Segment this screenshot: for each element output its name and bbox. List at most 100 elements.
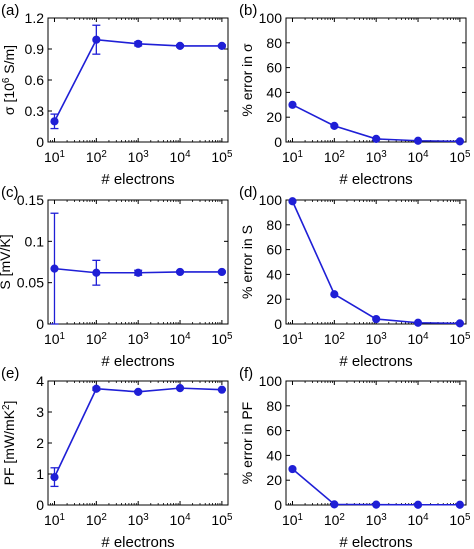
y-axis-label: S [mV/K]	[0, 234, 13, 289]
panel-d: 0 20 40 60 80 100 101 102 103 104 105 # electrons % …	[239, 184, 471, 370]
data-point	[175, 384, 185, 393]
data-point	[50, 473, 59, 482]
y-tick-label: 0.9	[25, 41, 45, 57]
y-tick-label: 0	[274, 134, 282, 150]
y-tick-label: 0	[36, 497, 44, 513]
data-point	[217, 385, 226, 394]
data-point	[92, 268, 101, 277]
series-line	[53, 38, 222, 122]
x-tick-label: 102	[86, 331, 107, 348]
y-tick-label: 0.05	[17, 275, 44, 291]
y-tick-label: 2	[36, 435, 44, 451]
x-tick-label: 103	[366, 149, 388, 166]
y-axis-label: % error in PF	[239, 402, 255, 484]
data-point	[413, 136, 423, 145]
data-point	[330, 290, 339, 299]
x-axis-label: # electrons	[101, 534, 174, 549]
series-line	[291, 468, 460, 506]
data-point	[134, 268, 143, 277]
y-tick-label: 1.2	[25, 10, 45, 26]
x-tick-label: 104	[170, 331, 192, 348]
x-tick-label: 104	[170, 149, 192, 166]
y-tick-label: 20	[266, 291, 282, 307]
x-tick-label: 105	[211, 512, 233, 529]
y-tick-label: 100	[259, 10, 283, 26]
x-tick-label: 101	[44, 512, 65, 529]
y-tick-label: 80	[266, 35, 282, 51]
panel-e: 0 1 2 3 4 101 102 103 104 105 # electrons PF [mW/mK…	[1, 365, 233, 549]
x-tick-label: 105	[211, 149, 233, 166]
data-point	[288, 100, 297, 109]
x-tick-label: 104	[170, 512, 192, 529]
data-point	[330, 121, 339, 130]
panel-label: (a)	[1, 2, 19, 19]
y-tick-label: 0.3	[25, 103, 45, 119]
y-tick-label: 100	[259, 373, 283, 389]
data-point	[92, 384, 101, 393]
data-point	[134, 39, 143, 48]
data-point	[288, 197, 297, 206]
data-point	[217, 267, 226, 277]
y-tick-label: 60	[266, 60, 282, 76]
x-tick-label: 102	[324, 149, 345, 166]
data-point	[50, 264, 59, 273]
x-tick-label: 101	[44, 331, 65, 348]
data-point	[330, 500, 339, 509]
panel-label: (c)	[1, 184, 19, 201]
y-tick-label: 40	[266, 447, 282, 463]
panel-label: (b)	[239, 2, 257, 19]
x-axis-label: # electrons	[101, 353, 174, 370]
y-tick-label: 20	[266, 109, 282, 125]
x-axis-label: # electrons	[339, 534, 412, 549]
data-point	[372, 134, 381, 143]
x-tick-label: 103	[366, 512, 388, 529]
data-point	[217, 41, 226, 51]
y-axis-label: PF [mW/mK2]	[1, 401, 18, 486]
y-axis-label: σ [106 S/m]	[1, 45, 18, 115]
y-axis-label: % error in σ	[239, 43, 255, 117]
x-tick-label: 105	[449, 512, 471, 529]
data-point	[413, 500, 423, 509]
y-tick-label: 60	[266, 423, 282, 439]
x-tick-label: 102	[324, 331, 345, 348]
y-tick-label: 0.6	[25, 72, 45, 88]
data-point	[92, 35, 101, 44]
x-tick-label: 102	[324, 512, 345, 529]
panel-b: 0 20 40 60 80 100 101 102 103 104 105 # electrons % …	[239, 2, 471, 188]
series-line	[53, 387, 222, 478]
x-tick-label: 105	[211, 331, 233, 348]
plot-frame	[47, 380, 229, 506]
y-tick-label: 40	[266, 266, 282, 282]
y-tick-label: 0	[36, 134, 44, 150]
y-tick-label: 20	[266, 472, 282, 488]
data-point	[175, 41, 185, 51]
y-tick-label: 4	[36, 373, 44, 389]
y-axis-label: % error in S	[239, 225, 255, 299]
panel-label: (d)	[239, 184, 257, 201]
series-line	[291, 200, 460, 325]
panel-label: (e)	[1, 365, 19, 382]
x-tick-label: 105	[449, 331, 471, 348]
x-tick-label: 101	[282, 149, 303, 166]
plot-frame	[285, 17, 467, 143]
x-tick-label: 101	[282, 331, 303, 348]
y-tick-label: 80	[266, 398, 282, 414]
x-tick-label: 104	[408, 149, 430, 166]
data-point	[455, 500, 464, 509]
y-tick-label: 0.15	[17, 192, 44, 208]
x-axis-label: # electrons	[339, 171, 412, 188]
data-point	[455, 137, 464, 146]
y-tick-label: 100	[259, 192, 283, 208]
x-tick-label: 104	[408, 512, 430, 529]
panel-c: 0 0.05 0.1 0.15 101 102 103 104 105 # electrons S …	[0, 184, 233, 370]
x-tick-label: 101	[282, 512, 303, 529]
panel-f: 0 20 40 60 80 100 101 102 103 104 105 # electrons % …	[239, 365, 471, 549]
data-point	[175, 267, 185, 277]
y-tick-label: 1	[36, 466, 44, 482]
plot-frame	[47, 199, 229, 325]
panel-a: 0 0.3 0.6 0.9 1.2 101 102 103 104 105 # electrons σ…	[1, 2, 233, 188]
x-tick-label: 103	[366, 331, 388, 348]
y-tick-label: 3	[36, 404, 44, 420]
y-tick-label: 80	[266, 217, 282, 233]
